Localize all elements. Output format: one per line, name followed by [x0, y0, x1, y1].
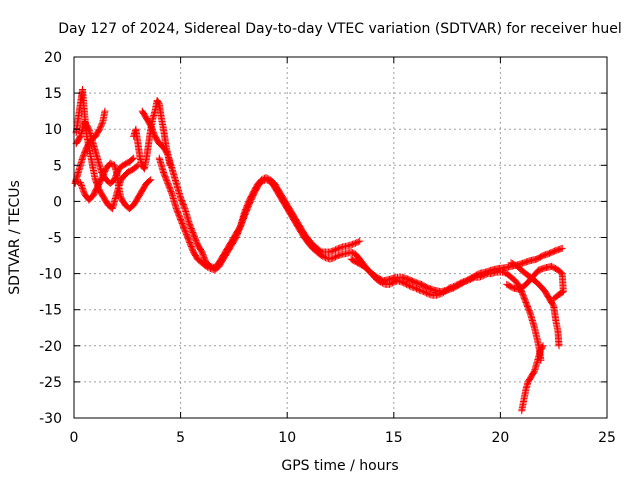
data-point — [98, 119, 106, 127]
data-point — [539, 342, 547, 350]
data-point — [258, 176, 266, 184]
data-point — [98, 121, 106, 129]
y-tick-label: -20 — [39, 339, 62, 355]
x-tick-label: 20 — [491, 430, 509, 446]
data-point — [77, 180, 85, 188]
data-point — [558, 244, 566, 252]
data-point — [108, 160, 116, 168]
data-point — [414, 285, 422, 293]
data-point — [404, 281, 412, 289]
data-point — [78, 183, 86, 191]
y-tick-label: 15 — [44, 86, 62, 102]
data-point — [413, 285, 421, 293]
data-point — [147, 176, 155, 184]
x-axis-label: GPS time / hours — [281, 458, 398, 474]
data-point — [555, 342, 563, 350]
data-point — [353, 239, 361, 247]
data-point — [403, 280, 411, 288]
data-point — [97, 122, 105, 130]
x-tick-label: 25 — [598, 430, 616, 446]
data-point — [347, 248, 355, 256]
series-track-c — [72, 118, 138, 187]
data-point — [77, 182, 85, 190]
y-tick-label: 20 — [44, 50, 62, 66]
series-track-j — [518, 342, 547, 415]
data-point — [76, 179, 84, 187]
data-point — [333, 252, 341, 260]
y-tick-label: -10 — [39, 267, 62, 283]
x-tick-label: 5 — [176, 430, 185, 446]
data-point — [263, 174, 271, 182]
data-layer — [71, 85, 567, 415]
chart-title: Day 127 of 2024, Sidereal Day-to-day VTE… — [58, 21, 621, 37]
data-point — [333, 245, 341, 253]
y-tick-label: 0 — [53, 194, 62, 210]
data-point — [351, 239, 359, 247]
x-tick-label: 10 — [278, 430, 296, 446]
y-tick-label: -25 — [39, 375, 62, 391]
data-point — [205, 264, 213, 272]
x-tick-label: 15 — [385, 430, 403, 446]
data-point — [106, 159, 114, 167]
data-point — [356, 237, 364, 245]
y-tick-label: 10 — [44, 122, 62, 138]
y-tick-label: -5 — [48, 231, 62, 247]
data-point — [330, 254, 338, 262]
data-point — [332, 253, 340, 261]
x-tick-label: 0 — [70, 430, 79, 446]
data-point — [262, 174, 270, 182]
y-tick-label: 5 — [53, 158, 62, 174]
y-tick-label: -15 — [39, 303, 62, 319]
data-point — [79, 186, 87, 194]
series-track-l — [503, 262, 567, 303]
data-point — [80, 187, 88, 195]
data-point — [551, 294, 559, 302]
data-point — [538, 343, 546, 351]
data-point — [354, 238, 362, 246]
data-point — [550, 295, 558, 303]
data-point — [349, 249, 357, 257]
tick-layer: 0 5 10 15 20 25 -30 -25 -20 -15 -10 -5 0 5 10 15 20 — [39, 50, 616, 446]
series-track-g — [155, 154, 364, 274]
data-point — [330, 246, 338, 254]
grid-layer — [74, 57, 607, 418]
data-point — [133, 162, 141, 170]
data-point — [202, 262, 210, 270]
data-point — [79, 184, 87, 192]
data-point — [96, 125, 104, 133]
data-point — [101, 107, 109, 115]
data-point — [146, 177, 154, 185]
series-track-d — [72, 159, 155, 213]
y-axis-label: SDTVAR / TECUs — [7, 180, 23, 295]
data-point — [129, 155, 137, 163]
data-point — [405, 282, 413, 290]
data-point — [130, 154, 138, 162]
data-point — [332, 246, 340, 254]
y-tick-label: -30 — [39, 411, 62, 427]
data-point — [204, 263, 212, 271]
data-point — [96, 124, 104, 132]
